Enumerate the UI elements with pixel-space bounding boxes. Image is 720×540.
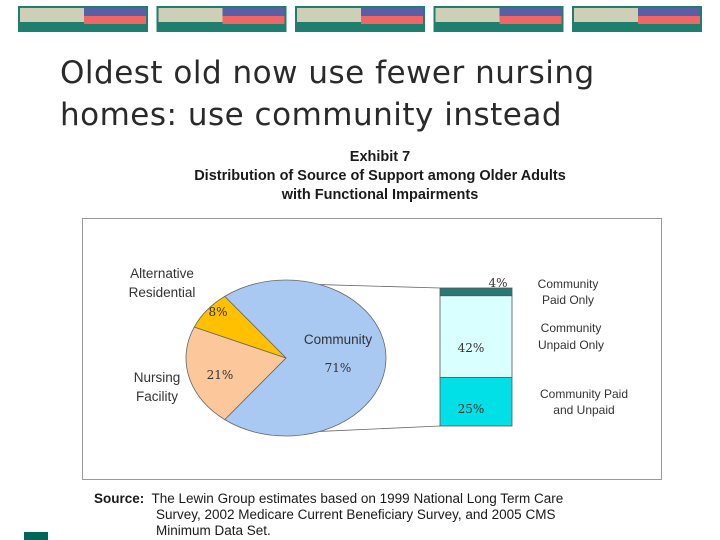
deco-bar-left <box>435 8 500 22</box>
pie-slice-community <box>224 279 387 437</box>
pie-label-alternative-line-2: Residential <box>129 285 196 300</box>
deco-bar-top <box>84 8 146 16</box>
pie-slice-alternative-residential <box>193 295 287 359</box>
slide-title-line-2: homes: use community instead <box>60 97 563 133</box>
pie-label-nursing-line-1: Nursing <box>134 370 181 385</box>
segment-value-unpaid-only: 42% <box>458 341 485 355</box>
source-line-1: The Lewin Group estimates based on 1999 … <box>151 491 564 506</box>
deco-bar-bottom <box>638 16 700 24</box>
slide-title: Oldest old now use fewer nursing homes: … <box>60 52 700 136</box>
pie-slice-nursing-facility <box>185 326 287 421</box>
stack-segment-2 <box>439 295 513 378</box>
deco-bar-top <box>638 8 700 16</box>
deco-bar-left <box>574 8 638 22</box>
exhibit-title: Distribution of Source of Support among … <box>194 168 566 184</box>
deco-bar-left <box>297 8 361 22</box>
connector-top <box>319 284 441 289</box>
source-label: Source: <box>94 491 145 506</box>
pie-value-alternative: 8% <box>208 305 227 319</box>
pie-value-nursing: 21% <box>207 368 234 382</box>
segment-label-unpaid-only-line-2: Unpaid Only <box>538 338 604 352</box>
deco-bar-bottom <box>222 16 285 24</box>
pie-chart: Alternative Residential Nursing Facility… <box>82 218 662 480</box>
segment-label-paid-and-unpaid-line-2: and Unpaid <box>553 403 614 417</box>
source-line-3: Minimum Data Set. <box>156 523 271 538</box>
deco-bar-top <box>222 8 285 16</box>
exhibit-subtitle: with Functional Impairments <box>281 187 479 203</box>
segment-value-paid-only: 4% <box>488 276 507 290</box>
deco-bar-left <box>20 8 84 22</box>
pie-value-community: 71% <box>325 361 352 375</box>
deco-bar-bottom <box>84 16 146 24</box>
pie-label-nursing-line-2: Facility <box>136 389 178 404</box>
footer-decoration <box>24 532 48 540</box>
source-line-2: Survey, 2002 Medicare Current Beneficiar… <box>156 507 556 522</box>
deco-bar-bottom <box>361 16 423 24</box>
slide-title-line-1: Oldest old now use fewer nursing <box>60 55 595 91</box>
stack-segment-3 <box>439 377 513 427</box>
deco-bar-top <box>499 8 562 16</box>
pie-label-community: Community <box>304 332 373 347</box>
pie-label-alternative-line-1: Alternative <box>130 266 194 281</box>
deco-bar-top <box>361 8 423 16</box>
segment-label-paid-and-unpaid-line-1: Community Paid <box>540 387 628 401</box>
header-decoration <box>18 6 702 32</box>
deco-bar-bottom <box>499 16 562 24</box>
deco-bar-left <box>158 8 223 22</box>
segment-value-paid-and-unpaid: 25% <box>458 402 485 416</box>
connector-bottom <box>319 425 441 432</box>
segment-label-paid-only-line-1: Community <box>538 277 599 291</box>
segment-label-unpaid-only-line-1: Community <box>541 321 602 335</box>
segment-label-paid-only-line-2: Paid Only <box>542 293 594 307</box>
exhibit-heading: Exhibit 7 Distribution of Source of Supp… <box>80 148 680 205</box>
exhibit-number: Exhibit 7 <box>349 149 411 165</box>
source-note: Source: The Lewin Group estimates based … <box>94 491 654 539</box>
